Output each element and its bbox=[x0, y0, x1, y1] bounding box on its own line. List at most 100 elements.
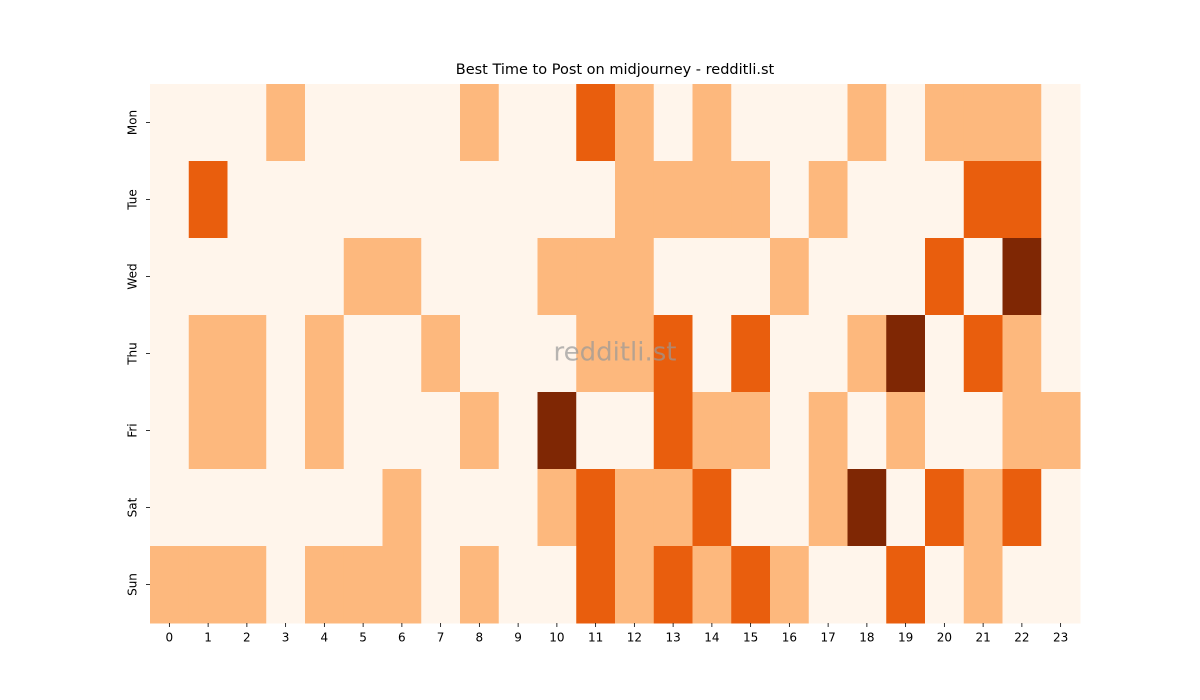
heatmap-cell bbox=[653, 161, 693, 239]
heatmap-cell bbox=[421, 84, 461, 162]
heatmap-cell bbox=[188, 161, 228, 239]
heatmap-cell bbox=[382, 84, 422, 162]
heatmap-cell bbox=[847, 84, 887, 162]
heatmap-cell bbox=[537, 546, 577, 624]
heatmap-cell bbox=[692, 315, 732, 393]
heatmap-cell bbox=[770, 84, 810, 162]
heatmap-cell bbox=[731, 84, 771, 162]
heatmap-cell bbox=[343, 238, 383, 316]
heatmap-cell bbox=[421, 469, 461, 547]
x-tick-label: 16 bbox=[782, 631, 797, 645]
heatmap-cell bbox=[576, 315, 616, 393]
heatmap-cell bbox=[886, 84, 926, 162]
x-tick-label: 6 bbox=[398, 631, 406, 645]
heatmap-cell bbox=[925, 315, 965, 393]
heatmap-cell bbox=[692, 469, 732, 547]
heatmap-cell bbox=[615, 392, 655, 470]
heatmap-cell bbox=[343, 84, 383, 162]
heatmap-cell bbox=[382, 392, 422, 470]
heatmap-cell bbox=[460, 546, 500, 624]
y-tick-label: Fri bbox=[126, 423, 140, 437]
heatmap-cell bbox=[963, 84, 1003, 162]
heatmap-cell bbox=[770, 546, 810, 624]
heatmap-cell bbox=[808, 469, 848, 547]
x-tick-label: 19 bbox=[898, 631, 913, 645]
y-tick-label: Sat bbox=[126, 497, 140, 517]
watermark: redditli.st bbox=[554, 338, 677, 368]
heatmap-cell bbox=[615, 546, 655, 624]
heatmap-cell bbox=[731, 469, 771, 547]
heatmap-cell bbox=[227, 469, 267, 547]
heatmap-cell bbox=[305, 84, 345, 162]
heatmap-cell bbox=[1002, 84, 1042, 162]
heatmap-cell bbox=[576, 469, 616, 547]
heatmap-cell bbox=[692, 238, 732, 316]
heatmap-cell bbox=[886, 469, 926, 547]
heatmap-cell bbox=[808, 392, 848, 470]
heatmap-cell bbox=[1041, 469, 1081, 547]
x-tick-label: 18 bbox=[859, 631, 874, 645]
heatmap-cell bbox=[266, 161, 306, 239]
heatmap-cell bbox=[847, 161, 887, 239]
heatmap-cell bbox=[188, 469, 228, 547]
heatmap-cell bbox=[305, 315, 345, 393]
heatmap-cell bbox=[150, 315, 190, 393]
heatmap-cell bbox=[1002, 238, 1042, 316]
heatmap-cell bbox=[847, 315, 887, 393]
heatmap-cell bbox=[382, 238, 422, 316]
heatmap-cell bbox=[305, 546, 345, 624]
heatmap-cell bbox=[847, 546, 887, 624]
heatmap-cell bbox=[731, 315, 771, 393]
heatmap-cell bbox=[1002, 546, 1042, 624]
heatmap-cell bbox=[188, 392, 228, 470]
heatmap-cell bbox=[1041, 392, 1081, 470]
heatmap-cell bbox=[1002, 469, 1042, 547]
heatmap-cell bbox=[421, 392, 461, 470]
heatmap-cell bbox=[227, 546, 267, 624]
x-tick-label: 17 bbox=[820, 631, 835, 645]
heatmap-cell bbox=[653, 84, 693, 162]
heatmap-cell bbox=[731, 161, 771, 239]
heatmap-cell bbox=[343, 392, 383, 470]
heatmap-cell bbox=[925, 238, 965, 316]
heatmap-cell bbox=[1041, 238, 1081, 316]
heatmap-cell bbox=[227, 238, 267, 316]
heatmap-cell bbox=[537, 161, 577, 239]
heatmap-cell bbox=[653, 546, 693, 624]
heatmap-cell bbox=[615, 469, 655, 547]
chart-title: Best Time to Post on midjourney - reddit… bbox=[456, 62, 775, 78]
heatmap-cell bbox=[770, 315, 810, 393]
heatmap-cell bbox=[886, 238, 926, 316]
heatmap-cell bbox=[460, 315, 500, 393]
heatmap-cell bbox=[537, 84, 577, 162]
heatmap-cell bbox=[305, 392, 345, 470]
x-tick-label: 20 bbox=[937, 631, 952, 645]
heatmap-cell bbox=[421, 161, 461, 239]
heatmap-cell bbox=[692, 546, 732, 624]
heatmap-cell bbox=[150, 392, 190, 470]
heatmap-cell bbox=[1041, 315, 1081, 393]
heatmap-cell bbox=[808, 546, 848, 624]
heatmap-cell bbox=[421, 546, 461, 624]
heatmap-cell bbox=[615, 315, 655, 393]
heatmap-cell bbox=[963, 469, 1003, 547]
heatmap-cell bbox=[1002, 392, 1042, 470]
heatmap-cell bbox=[227, 84, 267, 162]
heatmap-cell bbox=[150, 161, 190, 239]
x-tick-label: 9 bbox=[514, 631, 522, 645]
x-tick-label: 10 bbox=[549, 631, 564, 645]
heatmap-cell bbox=[537, 238, 577, 316]
y-tick-label: Thu bbox=[126, 342, 140, 366]
heatmap-cell bbox=[305, 238, 345, 316]
heatmap-cell bbox=[808, 161, 848, 239]
heatmap-cell bbox=[770, 161, 810, 239]
heatmap-cell bbox=[188, 546, 228, 624]
heatmap-cell bbox=[770, 392, 810, 470]
heatmap-cell bbox=[498, 238, 538, 316]
x-tick-label: 5 bbox=[359, 631, 367, 645]
heatmap-cell bbox=[421, 315, 461, 393]
heatmap-cell bbox=[576, 392, 616, 470]
heatmap-cell bbox=[227, 315, 267, 393]
